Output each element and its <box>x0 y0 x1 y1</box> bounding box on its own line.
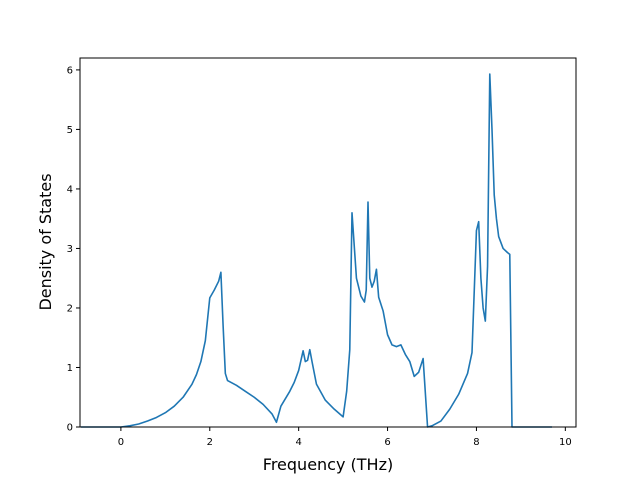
y-tick-label: 3 <box>67 244 73 255</box>
y-tick-label: 2 <box>67 303 73 314</box>
y-tick-label: 5 <box>67 125 73 136</box>
dos-series-line <box>80 73 552 428</box>
y-tick-label: 0 <box>67 423 73 434</box>
x-tick-label: 10 <box>559 437 572 448</box>
x-tick-label: 8 <box>473 437 479 448</box>
y-tick-label: 6 <box>67 65 73 76</box>
y-tick-label: 1 <box>67 363 73 374</box>
x-axis-ticks: 0 2 4 6 8 10 <box>118 427 572 448</box>
x-axis-label: Frequency (THz) <box>263 455 393 474</box>
y-axis-ticks: 0 1 2 3 4 5 6 <box>67 65 80 434</box>
x-tick-label: 0 <box>118 437 124 448</box>
x-tick-label: 4 <box>295 437 301 448</box>
y-axis-label: Density of States <box>36 173 55 310</box>
plot-area-frame <box>79 57 577 428</box>
x-tick-label: 6 <box>384 437 390 448</box>
y-tick-label: 4 <box>67 184 73 195</box>
x-tick-label: 2 <box>207 437 213 448</box>
